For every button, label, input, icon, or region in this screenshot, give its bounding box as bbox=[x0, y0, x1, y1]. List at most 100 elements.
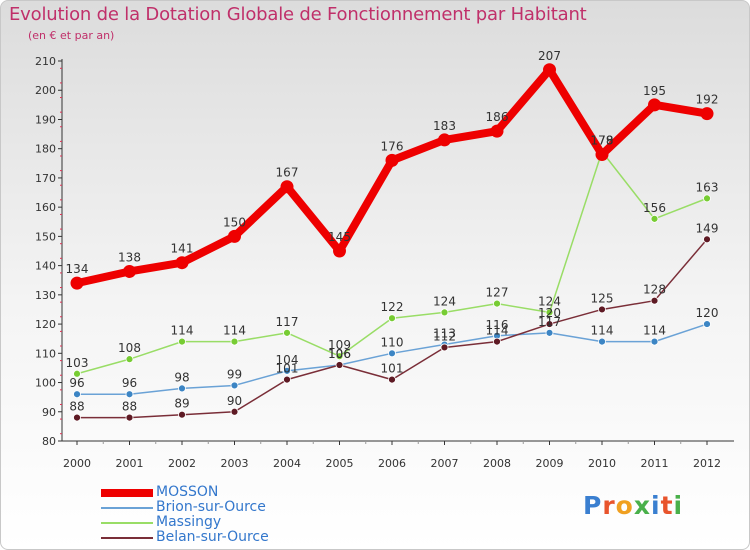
y-tick-label: 170 bbox=[35, 172, 56, 185]
x-tick-label: 2011 bbox=[641, 457, 669, 470]
data-label: 156 bbox=[643, 201, 666, 215]
data-label: 98 bbox=[174, 370, 189, 384]
y-minor-tick bbox=[60, 374, 62, 376]
data-label: 176 bbox=[381, 139, 404, 153]
logo-letter: i bbox=[651, 491, 661, 520]
y-tick-label: 180 bbox=[35, 143, 56, 156]
y-tick-label: 150 bbox=[35, 230, 56, 243]
data-point bbox=[650, 337, 659, 346]
x-tick-label: 2002 bbox=[168, 457, 196, 470]
data-label: 134 bbox=[66, 262, 89, 276]
data-point bbox=[70, 276, 84, 290]
y-tick-label: 130 bbox=[35, 289, 56, 302]
data-point bbox=[493, 299, 501, 308]
data-point bbox=[283, 328, 291, 337]
data-point bbox=[73, 369, 81, 378]
y-tick-label: 200 bbox=[35, 84, 56, 97]
x-tick-label: 2010 bbox=[588, 457, 616, 470]
data-label: 116 bbox=[486, 318, 509, 332]
data-point bbox=[598, 337, 606, 346]
data-label: 127 bbox=[486, 286, 509, 300]
data-label: 124 bbox=[538, 294, 561, 308]
y-minor-tick bbox=[60, 97, 62, 99]
data-label: 163 bbox=[696, 180, 719, 194]
data-label: 88 bbox=[69, 400, 84, 414]
data-label: 110 bbox=[381, 335, 404, 349]
data-point bbox=[595, 148, 609, 162]
data-label: 108 bbox=[118, 341, 141, 355]
data-label: 117 bbox=[538, 315, 561, 329]
data-label: 96 bbox=[69, 376, 84, 390]
data-label: 120 bbox=[538, 306, 561, 320]
data-point bbox=[123, 264, 136, 278]
y-minor-tick bbox=[60, 330, 62, 332]
data-point bbox=[283, 375, 291, 384]
data-label: 106 bbox=[328, 347, 351, 361]
logo-letter: t bbox=[660, 491, 674, 520]
legend-label: Brion-sur-Ource bbox=[156, 499, 266, 515]
data-point bbox=[545, 308, 554, 317]
data-point bbox=[648, 98, 661, 112]
y-minor-tick bbox=[60, 403, 62, 405]
y-minor-tick bbox=[60, 360, 62, 362]
y-minor-tick bbox=[60, 316, 62, 318]
data-point bbox=[230, 381, 239, 390]
data-point bbox=[385, 153, 399, 167]
data-point bbox=[388, 314, 396, 323]
y-tick-label: 190 bbox=[35, 113, 56, 126]
data-label: 141 bbox=[171, 242, 194, 256]
data-point bbox=[703, 235, 711, 244]
data-label: 96 bbox=[122, 376, 137, 390]
data-point bbox=[335, 352, 344, 361]
y-minor-tick bbox=[60, 257, 62, 259]
data-label: 113 bbox=[433, 327, 456, 341]
data-point bbox=[650, 296, 659, 305]
data-label: 104 bbox=[276, 353, 299, 367]
x-tick-label: 2012 bbox=[693, 457, 721, 470]
data-point bbox=[125, 413, 134, 422]
y-minor-tick bbox=[60, 199, 62, 201]
data-point bbox=[228, 229, 241, 243]
data-label: 179 bbox=[591, 134, 614, 148]
logo-letter: x bbox=[633, 491, 651, 520]
data-point bbox=[230, 337, 239, 346]
data-point bbox=[335, 361, 344, 369]
data-label: 192 bbox=[696, 93, 719, 107]
data-point bbox=[545, 328, 554, 337]
x-tick-label: 2005 bbox=[326, 457, 354, 470]
y-minor-tick bbox=[60, 228, 62, 230]
data-point bbox=[440, 343, 449, 352]
data-point bbox=[333, 244, 346, 258]
data-label: 149 bbox=[696, 221, 719, 235]
y-minor-tick bbox=[60, 345, 62, 347]
y-minor-tick bbox=[60, 67, 62, 69]
chart-subtitle: (en € et par an) bbox=[28, 29, 115, 42]
data-point bbox=[230, 407, 239, 416]
data-point bbox=[73, 413, 81, 422]
data-label: 89 bbox=[174, 397, 189, 411]
data-label: 167 bbox=[276, 166, 299, 180]
y-minor-tick bbox=[60, 82, 62, 84]
data-label: 88 bbox=[122, 400, 137, 414]
data-point bbox=[438, 133, 451, 147]
data-point bbox=[125, 355, 134, 364]
y-minor-tick bbox=[60, 111, 62, 113]
data-point bbox=[703, 194, 711, 203]
x-tick-label: 2009 bbox=[536, 457, 564, 470]
data-point bbox=[700, 107, 714, 121]
y-tick-label: 90 bbox=[42, 406, 56, 419]
data-label: 109 bbox=[328, 338, 351, 352]
data-label: 103 bbox=[66, 356, 89, 370]
y-minor-tick bbox=[60, 272, 62, 274]
data-point bbox=[490, 124, 504, 138]
y-minor-tick bbox=[60, 184, 62, 186]
data-label: 122 bbox=[381, 300, 404, 314]
data-point bbox=[175, 256, 189, 270]
legend-label: Massingy bbox=[156, 514, 222, 530]
data-label: 128 bbox=[643, 283, 666, 297]
data-point bbox=[650, 214, 659, 223]
x-tick-label: 2006 bbox=[378, 457, 406, 470]
data-label: 101 bbox=[276, 362, 299, 376]
data-point bbox=[388, 375, 396, 384]
